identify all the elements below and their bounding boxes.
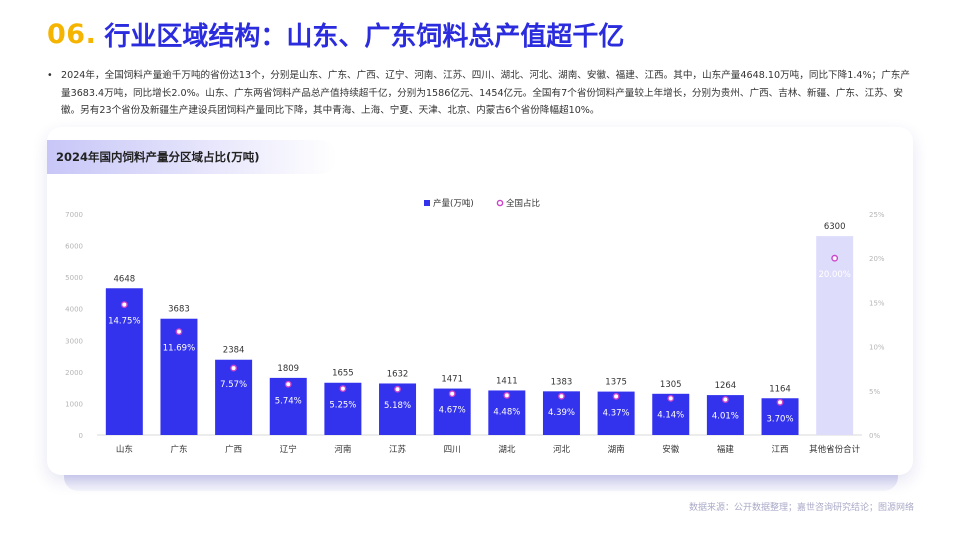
share-label: 20.00% <box>818 270 850 280</box>
share-label: 3.70% <box>767 414 794 424</box>
bar-value-label: 1264 <box>715 381 737 391</box>
bar-value-label: 4648 <box>114 274 136 284</box>
share-marker <box>120 301 128 309</box>
category-label: 辽宁 <box>280 444 297 455</box>
share-marker <box>339 385 347 392</box>
category-label: 广西 <box>225 444 242 455</box>
y-left-tick-label: 4000 <box>65 306 83 314</box>
bar-value-label: 3683 <box>168 305 190 315</box>
share-label: 4.37% <box>603 408 630 418</box>
bar <box>160 318 198 435</box>
y-right-tick-label: 5% <box>869 388 880 396</box>
category-label: 湖北 <box>498 445 516 455</box>
section-number: 06. <box>47 18 97 50</box>
y-left-tick-label: 3000 <box>65 337 83 345</box>
share-marker <box>721 396 729 403</box>
category-label: 湖南 <box>608 444 625 455</box>
y-left-tick-label: 0 <box>79 432 83 440</box>
y-right-tick-label: 15% <box>869 299 885 307</box>
y-left-tick-label: 5000 <box>65 274 83 282</box>
category-label: 广东 <box>170 444 187 455</box>
y-right-tick-label: 20% <box>869 255 885 263</box>
share-label: 5.25% <box>329 401 356 411</box>
share-marker <box>448 390 456 398</box>
y-left-tick-label: 7000 <box>65 211 83 219</box>
card-shadow <box>64 475 898 491</box>
category-label: 福建 <box>717 444 735 455</box>
share-label: 11.69% <box>163 344 195 354</box>
page-header: 06. 行业区域结构：山东、广东饲料总产值超千亿 <box>47 14 624 54</box>
share-label: 14.75% <box>108 317 140 327</box>
share-label: 7.57% <box>220 380 247 390</box>
bar-value-label: 1164 <box>769 384 791 394</box>
share-marker <box>831 254 839 262</box>
y-right-tick-label: 25% <box>869 211 885 219</box>
share-label: 4.48% <box>493 407 520 417</box>
bar-value-label: 1305 <box>660 380 682 390</box>
legend-marker-swatch <box>496 199 504 207</box>
y-left-tick-label: 2000 <box>65 369 83 377</box>
bar-value-label: 6300 <box>824 222 846 232</box>
share-marker <box>503 391 511 399</box>
bar-value-label: 2384 <box>223 346 245 356</box>
bar-value-label: 1471 <box>441 375 463 385</box>
share-marker <box>175 328 183 336</box>
bar <box>816 236 854 435</box>
page-title: 行业区域结构：山东、广东饲料总产值超千亿 <box>104 21 625 52</box>
bar-value-label: 1375 <box>605 378 627 388</box>
category-label: 其他省份合计 <box>809 444 861 455</box>
share-marker <box>230 364 238 372</box>
share-marker <box>394 385 401 393</box>
bar-value-label: 1655 <box>332 369 354 379</box>
share-marker <box>667 395 675 402</box>
chart-title: 2024年国内饲料产量分区域占比(万吨) <box>47 140 337 174</box>
category-label: 河南 <box>334 444 351 455</box>
bullet-dot: • <box>47 70 53 81</box>
bar <box>215 359 253 435</box>
summary-paragraph: • 2024年，全国饲料产量逾千万吨的省份达13个，分别是山东、广东、广西、辽宁… <box>47 67 917 120</box>
chart-title-text: 2024年国内饲料产量分区域占比(万吨) <box>56 150 260 164</box>
summary-text: 2024年，全国饲料产量逾千万吨的省份达13个，分别是山东、广东、广西、辽宁、河… <box>61 70 910 117</box>
legend-bar-label: 产量(万吨) <box>433 198 474 209</box>
share-marker <box>612 392 620 400</box>
share-marker <box>284 380 292 388</box>
category-label: 四川 <box>444 445 461 455</box>
share-label: 4.39% <box>548 408 575 418</box>
category-label: 安徽 <box>662 444 680 455</box>
bar-value-label: 1411 <box>496 376 518 386</box>
share-label: 4.67% <box>439 406 466 416</box>
bar-value-label: 1632 <box>387 369 409 379</box>
legend-marker-label: 全国占比 <box>506 198 540 209</box>
share-label: 4.01% <box>712 412 739 422</box>
bar-value-label: 1383 <box>551 377 573 387</box>
category-label: 山东 <box>116 444 133 455</box>
bar-value-label: 1809 <box>277 364 299 374</box>
chart-card: 2024年国内饲料产量分区域占比(万吨) 0 1000 2000 3000 4000 50… <box>47 127 913 475</box>
legend-bar-swatch <box>424 200 430 206</box>
category-label: 江西 <box>772 445 789 455</box>
bar <box>105 288 143 435</box>
bar-chart: 0 1000 2000 3000 4000 5000 6000 7000 0% 5% 10% 15% 2… <box>65 198 885 455</box>
category-label: 河北 <box>553 444 571 455</box>
share-marker <box>776 398 784 406</box>
share-label: 4.14% <box>657 410 684 420</box>
y-right-tick-label: 0% <box>869 432 880 440</box>
data-source: 数据来源：公开数据整理；嘉世咨询研究结论；图源网络 <box>688 503 914 513</box>
share-marker <box>558 392 565 400</box>
y-right-tick-label: 10% <box>869 344 885 352</box>
category-label: 江苏 <box>389 444 407 455</box>
y-left-tick-label: 6000 <box>65 243 83 251</box>
share-label: 5.18% <box>384 401 411 411</box>
share-label: 5.74% <box>275 396 302 406</box>
y-left-tick-label: 1000 <box>65 400 83 408</box>
